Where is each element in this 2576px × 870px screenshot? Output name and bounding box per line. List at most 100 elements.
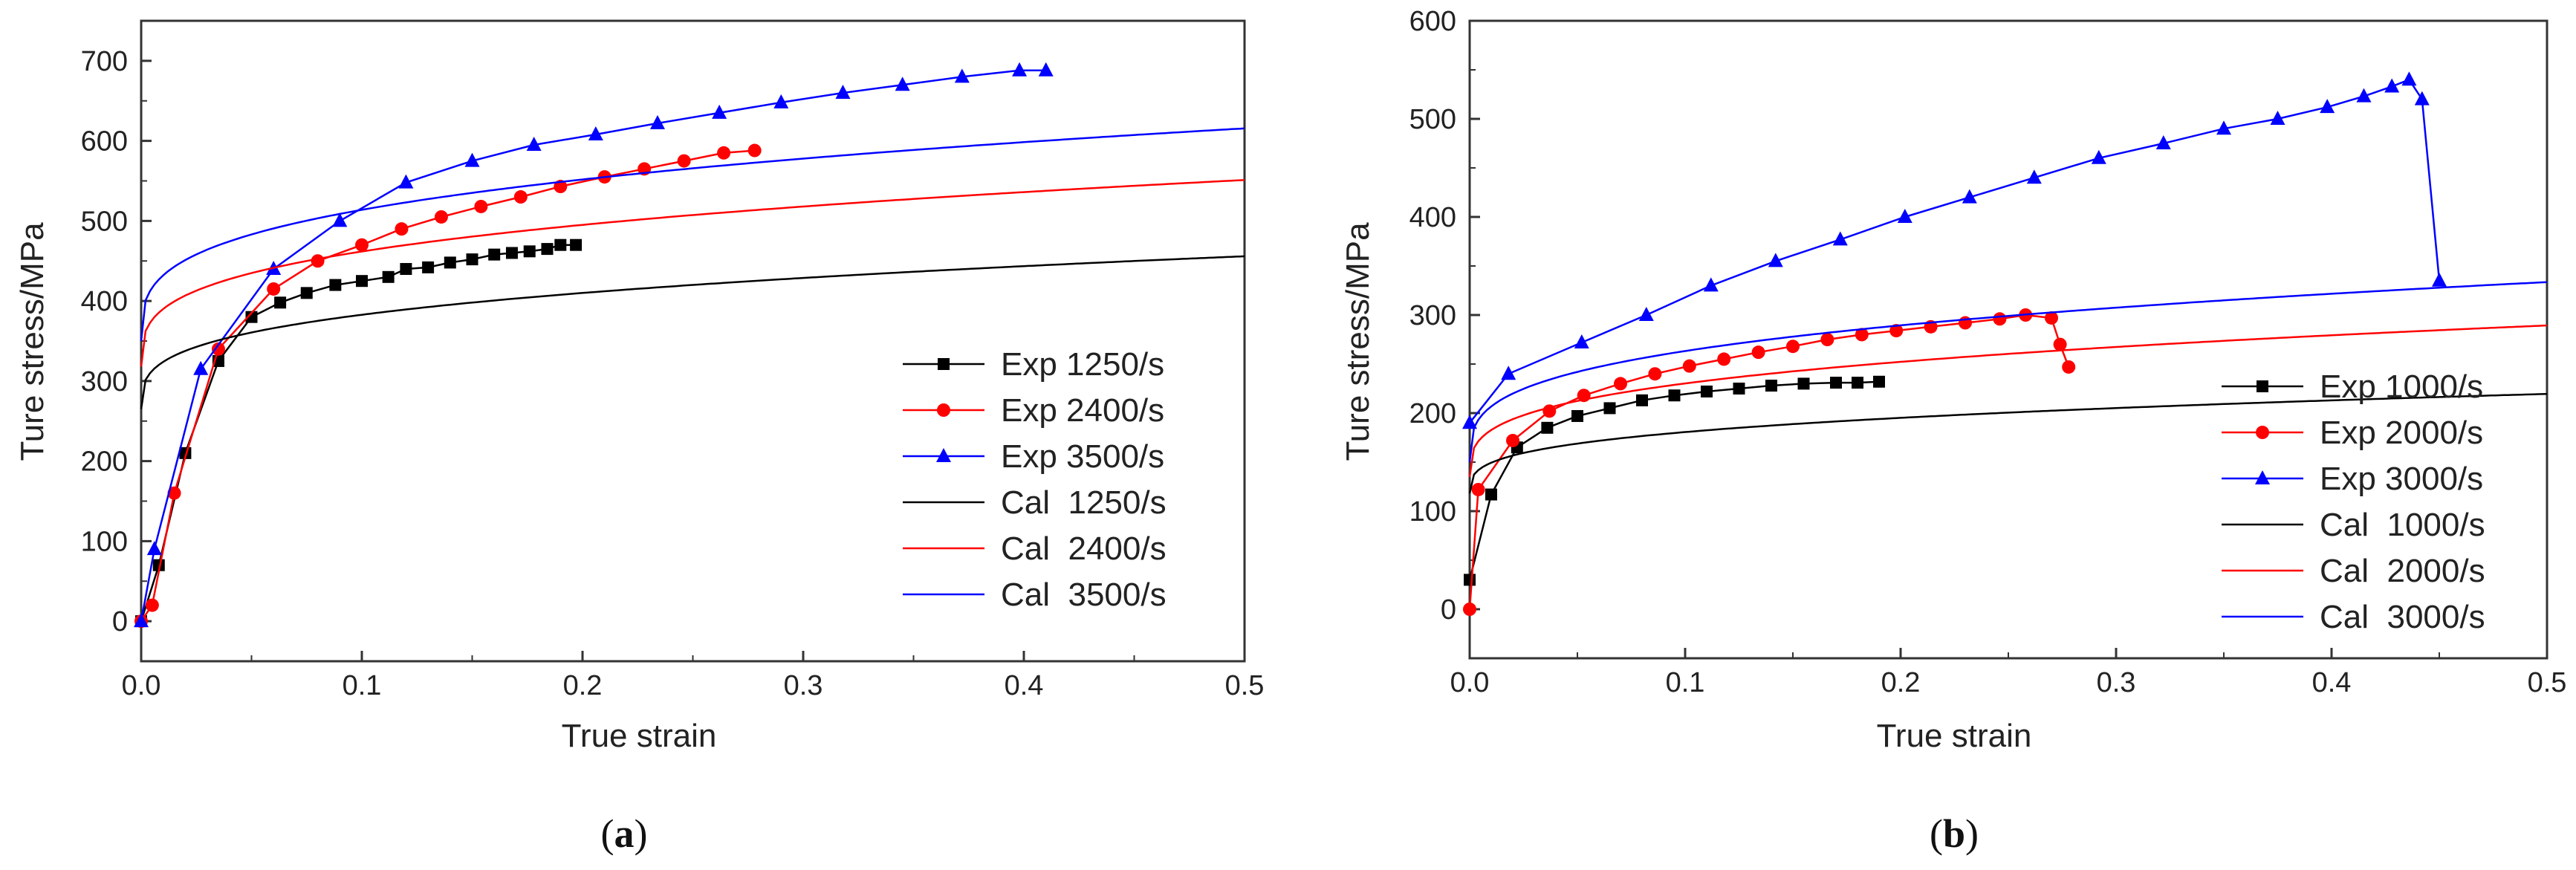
panel-b-series-exp-1000-s-marker-4 (1571, 409, 1583, 422)
panel-a-legend-item-5-label: Cal 3500/s (1001, 577, 1167, 613)
panel-b-x-tick-label-1: 0.1 (1666, 667, 1705, 698)
panel-a-series-exp-3500-s-marker-4 (332, 212, 348, 227)
panel-a-y-tick-label-6: 600 (81, 126, 128, 158)
panel-b-series-exp-1000-s-marker-14 (1873, 375, 1885, 388)
panel-b-series-cal-1000-s-line (1468, 392, 2548, 494)
panel-a-series-exp-2400-s-marker-16 (747, 143, 762, 158)
panel-a-legend-item-3-label: Cal 1250/s (1001, 484, 1167, 521)
panel-a-series-exp-2400-s-marker-14 (677, 154, 691, 168)
panel-b-legend-item-0: Exp 1000/s (2222, 369, 2483, 405)
panel-b-series-exp-3000-s-marker-2 (1574, 334, 1589, 348)
panel-a-series-exp-1250-s-marker-19 (570, 238, 583, 251)
panel-b-y-tick-label-3: 300 (1409, 300, 1456, 331)
panel-b-series-exp-2000-s-marker-2 (1506, 433, 1519, 447)
panel-a-y-tick-label-3: 300 (81, 366, 128, 397)
panel-a-series-exp-3500-s-marker-6 (464, 152, 480, 167)
panel-a-series-exp-1250-s-marker-10 (400, 263, 412, 276)
panel-a-series-exp-1250-s (135, 238, 583, 628)
panel-a-series-exp-2400-s-marker-6 (355, 238, 369, 252)
panel-b-series-exp-2000-s-line (1468, 314, 2070, 610)
panel-a-y-tick-label-5: 500 (81, 206, 128, 237)
panel-a-legend-item-5: Cal 3500/s (903, 577, 1167, 613)
panel-b-legend-item-4-label: Cal 2000/s (2320, 553, 2485, 589)
panel-a-x-tick-label-4: 0.4 (1005, 670, 1044, 701)
panel-a-series-cal-3500-s-line (140, 127, 1245, 342)
panel-b-y-tick-label-5: 500 (1409, 104, 1456, 135)
panel-a-x-axis-title: True strain (562, 718, 717, 754)
panel-b-series-exp-1000-s-line (1468, 380, 1880, 580)
panel-b-series-exp-2000-s-marker-7 (1682, 359, 1696, 373)
panel-b-series-exp-1000-s-marker-11 (1797, 377, 1810, 390)
panel-a-series-exp-2400-s-marker-15 (717, 146, 731, 160)
panel-b-series-exp-1000-s-marker-9 (1733, 383, 1745, 395)
panel-a-series-exp-1250-s-marker-17 (541, 243, 554, 256)
panel-a-x-tick-label-5: 0.5 (1225, 670, 1265, 701)
panel-a-series-exp-1250-s-marker-8 (356, 275, 368, 288)
panel-b-chart: 0.0 0.1 0.2 0.3 0.4 0.5 0 100 200 300 400 500 600 Ex… (1340, 6, 2566, 856)
panel-b-y-axis-title: Ture stress/MPa (1340, 222, 1376, 461)
panel-b-legend-item-1: Exp 2000/s (2222, 415, 2483, 451)
panel-b-series-exp-1000-s-marker-0 (1464, 574, 1476, 586)
panel-b-series-exp-3000-s-marker-13 (2270, 111, 2285, 125)
panel-b-legend-item-2-marker-0 (2255, 470, 2270, 484)
panel-b-series-exp-2000-s-marker-6 (1648, 367, 1662, 381)
panel-a-series-exp-1250-s-marker-1 (152, 559, 165, 571)
panel-b-series-exp-3000-s-marker-6 (1832, 231, 1848, 246)
panel-b-series-exp-3000-s-marker-9 (2026, 169, 2042, 184)
panel-a-series-exp-2400-s-marker-8 (434, 210, 448, 224)
panel-a-series-exp-1250-s-marker-6 (300, 287, 313, 299)
panel-b-legend-item-1-label: Exp 2000/s (2320, 415, 2483, 451)
panel-a-y-tick-label-4: 400 (81, 286, 128, 317)
panel-b-series-exp-2000-s-marker-16 (1993, 312, 2007, 326)
panel-a-series-exp-1250-s-marker-18 (554, 238, 567, 251)
panel-a-legend-item-2: Exp 3500/s (903, 438, 1164, 475)
panel-b-legend-item-2: Exp 3000/s (2222, 461, 2483, 497)
panel-a-series-cal-3500-s (140, 127, 1245, 342)
panel-a-series-exp-3500-s-marker-15 (1012, 62, 1028, 77)
panel-b-series-cal-2000-s (1468, 324, 2548, 477)
panel-b-x-tick-label-4: 0.4 (2312, 667, 2352, 698)
panel-a-series-exp-3500-s-marker-9 (649, 114, 665, 129)
panel-b-series-cal-1000-s (1468, 392, 2548, 494)
panel-a-series-exp-3500-s-marker-0 (134, 613, 149, 628)
panel-a-y-tick-label-0: 0 (112, 606, 128, 637)
panel-b-series-exp-3000-s-marker-0 (1462, 415, 1477, 429)
panel-a-series-exp-1250-s-marker-16 (523, 245, 536, 258)
panel-b-legend-item-0-label: Exp 1000/s (2320, 369, 2483, 405)
panel-a-series-exp-3500-s-marker-16 (1038, 62, 1054, 77)
panel-b-legend-item-3: Cal 1000/s (2222, 507, 2485, 543)
panel-a-series-exp-1250-s-marker-4 (245, 311, 258, 323)
panel-b-letter: b (1943, 811, 1965, 856)
panel-b-series-exp-3000-s-marker-15 (2356, 88, 2372, 103)
panel-a-legend: Exp 1250/s Exp 2400/s Exp 3500/s Cal 1250/s… (903, 346, 1167, 613)
panel-b-series-exp-3000-s-marker-7 (1897, 209, 1912, 223)
panel-b-series-cal-2000-s-line (1468, 324, 2548, 477)
panel-a-legend-item-4: Cal 2400/s (903, 530, 1167, 567)
panel-b-series-exp-1000-s (1464, 375, 1885, 586)
panel-a-x-tick-label-0: 0.0 (122, 670, 161, 701)
panel-a-series-cal-1250-s (140, 255, 1245, 409)
panel-a-series-exp-3500-s-marker-2 (193, 360, 209, 375)
panel-b-series-exp-3000-s-marker-5 (1768, 253, 1783, 267)
panel-b-series-exp-2000-s-marker-13 (1889, 324, 1904, 338)
panel-a-series-exp-3500-s-marker-13 (895, 77, 910, 91)
panel-b-series-exp-3000-s-marker-8 (1962, 189, 1977, 204)
panel-a-series-exp-1250-s-marker-15 (505, 247, 518, 259)
panel-a-x-tick-label-1: 0.1 (343, 670, 382, 701)
panel-b-series-exp-1000-s-marker-3 (1541, 421, 1554, 434)
panel-a-series-exp-3500-s-marker-10 (712, 104, 727, 119)
panel-b-label: (b) (1930, 811, 1979, 856)
panel-a-series-exp-3500-s-line (140, 69, 1046, 622)
panel-b-legend-item-3-label: Cal 1000/s (2320, 507, 2485, 543)
panel-b-series-exp-3000-s-marker-3 (1638, 307, 1654, 321)
panel-b-series-exp-2000-s-marker-20 (2062, 360, 2076, 374)
panel-a-series-exp-2400-s-marker-2 (167, 486, 181, 500)
panel-a-series-exp-3500-s (134, 62, 1054, 628)
panel-b-series-exp-1000-s-marker-1 (1485, 488, 1497, 501)
panel-b-series-exp-2000-s-marker-10 (1786, 340, 1800, 354)
panel-b-legend-item-1-marker-0 (2256, 426, 2269, 439)
panel-b-x-tick-label-2: 0.2 (1881, 667, 1921, 698)
panel-b-series-exp-2000-s-marker-11 (1820, 333, 1834, 346)
panel-b-series-exp-3000-s-marker-12 (2216, 120, 2231, 135)
